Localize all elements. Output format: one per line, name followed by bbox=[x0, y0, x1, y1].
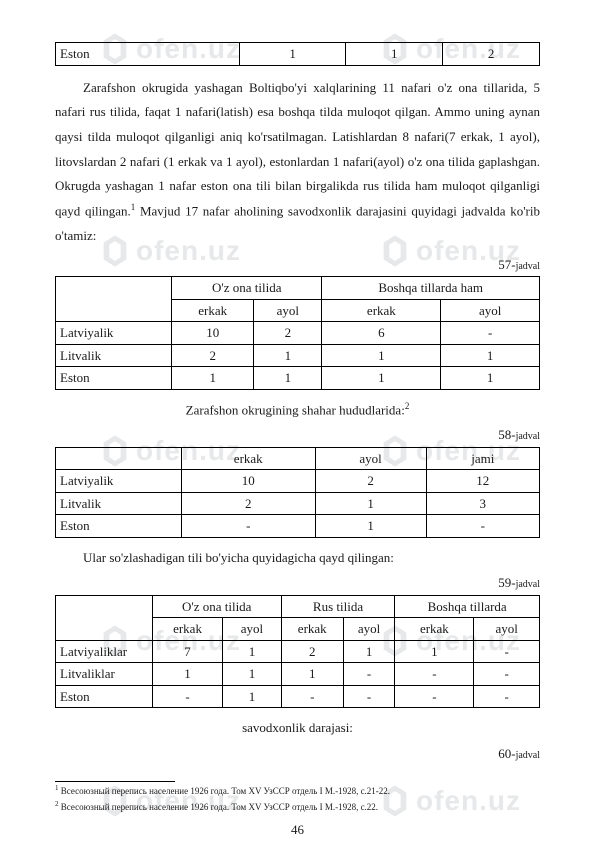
table-row: Latviyalik 10 2 12 bbox=[56, 470, 540, 493]
table-row: Latviyaliklar 7 1 2 1 1 - bbox=[56, 640, 540, 663]
table-0: Eston 1 1 2 bbox=[55, 42, 540, 66]
table-row: Litvaliklar 1 1 1 - - - bbox=[56, 663, 540, 686]
table-59-caption: 59-jadval bbox=[55, 573, 540, 593]
footnote-2: 2 Всесоюзный перепись население 1926 год… bbox=[55, 800, 540, 814]
subtitle-58: Zarafshon okrugining shahar hududlarida:… bbox=[55, 400, 540, 420]
table-58: erkak ayol jami Latviyalik 10 2 12 Litva… bbox=[55, 447, 540, 538]
table-58-caption: 58-jadval bbox=[55, 425, 540, 445]
subtitle-59: Ular so'zlashadigan tili bo'yicha quyida… bbox=[55, 548, 540, 568]
table-row: erkak ayol jami bbox=[56, 447, 540, 470]
footnote-rule bbox=[55, 781, 175, 782]
table-row: Latviyalik 10 2 6 - bbox=[56, 322, 540, 345]
table-row: O'z ona tilida Boshqa tillarda ham bbox=[56, 277, 540, 300]
subtitle-60: savodxonlik darajasi: bbox=[55, 718, 540, 738]
table-row: Eston 1 1 2 bbox=[56, 43, 540, 66]
table-row: Eston 1 1 1 1 bbox=[56, 367, 540, 390]
page-number: 46 bbox=[55, 820, 540, 840]
body-paragraph: Zarafshon okrugida yashagan Boltiqbo'yi … bbox=[55, 76, 540, 249]
footnote-1: 1 Всесоюзный перепись население 1926 год… bbox=[55, 784, 540, 798]
table-60-caption: 60-jadval bbox=[55, 744, 540, 764]
table-57: O'z ona tilida Boshqa tillarda ham erkak… bbox=[55, 276, 540, 390]
table-row: O'z ona tilida Rus tilida Boshqa tillard… bbox=[56, 595, 540, 618]
table-row: Litvalik 2 1 1 1 bbox=[56, 344, 540, 367]
table-row: Eston - 1 - - - - bbox=[56, 685, 540, 708]
table-row: Eston - 1 - bbox=[56, 515, 540, 538]
table-57-caption: 57-jadval bbox=[55, 255, 540, 275]
table-59: O'z ona tilida Rus tilida Boshqa tillard… bbox=[55, 595, 540, 709]
table-row: Litvalik 2 1 3 bbox=[56, 492, 540, 515]
